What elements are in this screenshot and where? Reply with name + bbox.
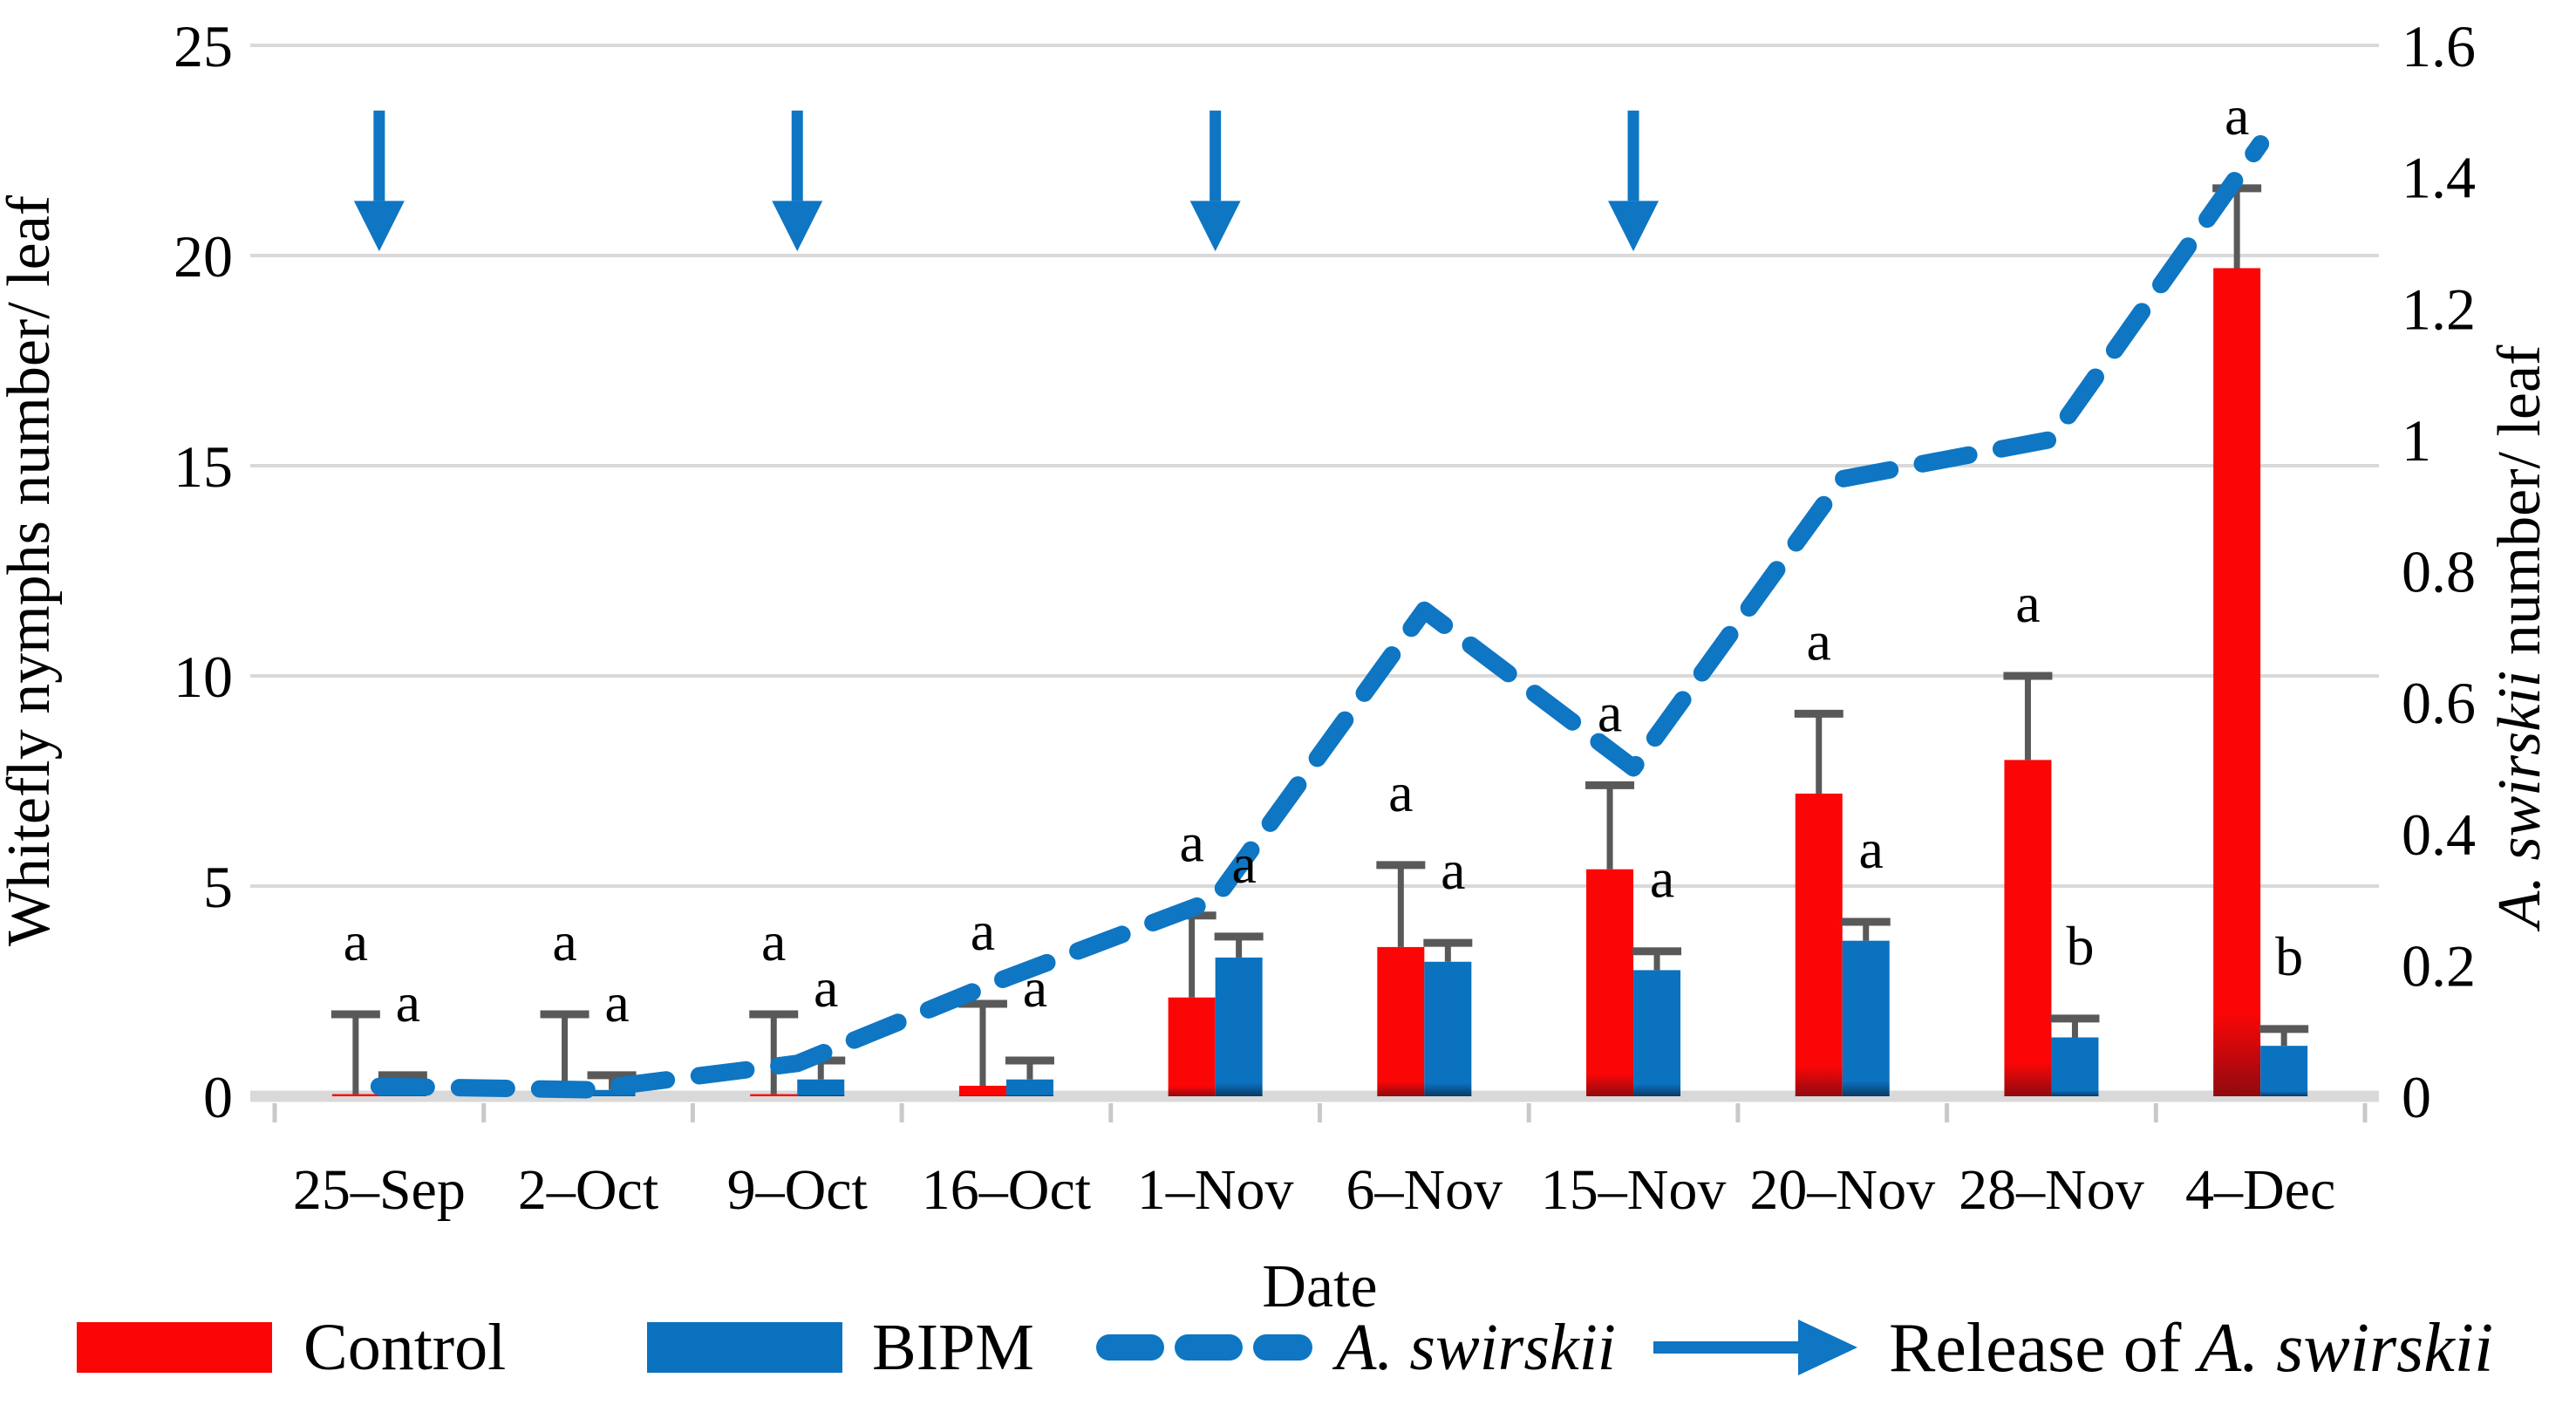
right-axis-title-rest: number/ leaf [2486, 344, 2553, 671]
bar-control-1–Nov [1168, 997, 1216, 1096]
x-category-label-2–Oct: 2–Oct [518, 1158, 658, 1222]
release-arrow-head-9–Oct [772, 201, 823, 252]
letter-bipm-4–Dec: b [2275, 925, 2303, 987]
x-category-label-20–Nov: 20–Nov [1749, 1158, 1935, 1222]
bar-bipm-20–Nov [1842, 940, 1890, 1096]
left-axis-title: Whitefly nymphs number/ leaf [0, 194, 63, 946]
legend-label-release: Release of A. swirskii [1889, 1310, 2493, 1387]
legend-arrow-head [1798, 1320, 1857, 1375]
legend-swatch-control [77, 1322, 272, 1373]
bar-control-9–Oct [750, 1094, 798, 1096]
right-axis-title-species: A. swirskii [2486, 671, 2553, 932]
bar-bipm-6–Nov [1424, 961, 1472, 1096]
left-axis-tick-label-20: 20 [174, 223, 233, 290]
letter-control-16–Oct: a [971, 900, 995, 962]
right-axis-tick-label-0.4: 0.4 [2402, 801, 2476, 868]
right-axis-tick-label-0: 0 [2402, 1064, 2431, 1130]
right-axis-tick-label-1.2: 1.2 [2402, 276, 2476, 342]
x-category-label-6–Nov: 6–Nov [1346, 1158, 1503, 1222]
letter-bipm-2–Oct: a [604, 972, 629, 1033]
left-axis-tick-label-15: 15 [174, 433, 233, 500]
letter-bipm-20–Nov: a [1859, 818, 1884, 880]
bar-control-28–Nov [2004, 760, 2052, 1096]
right-axis-title: A. swirskii number/ leaf [2486, 344, 2553, 931]
x-category-label-9–Oct: 9–Oct [727, 1158, 868, 1222]
release-arrow-head-15–Nov [1608, 201, 1659, 252]
right-axis-tick-label-1: 1 [2402, 407, 2431, 474]
right-axis-tick-label-1.4: 1.4 [2402, 145, 2476, 211]
letter-bipm-6–Nov: a [1441, 839, 1465, 901]
letter-bipm-16–Oct: a [1023, 957, 1047, 1019]
left-axis-tick-label-5: 5 [203, 854, 233, 920]
bar-group-1–Nov [1167, 911, 1264, 1096]
letter-control-15–Nov: a [1598, 681, 1622, 743]
letter-control-9–Oct: a [761, 911, 786, 972]
bar-group-15–Nov [1585, 781, 1682, 1096]
legend-label-control: Control [303, 1311, 506, 1384]
legend: Control BIPM A. swirskii Release of A. swir… [77, 1310, 2493, 1387]
x-category-label-28–Nov: 28–Nov [1959, 1158, 2144, 1222]
bar-group-6–Nov [1376, 861, 1473, 1096]
release-arrow-head-25–Sep [353, 201, 405, 252]
right-axis-tick-label-0.8: 0.8 [2402, 539, 2476, 605]
letter-control-28–Nov: a [2015, 572, 2040, 634]
x-category-label-4–Dec: 4–Dec [2185, 1158, 2335, 1222]
bar-series [331, 184, 2309, 1097]
bar-control-16–Oct [958, 1085, 1006, 1096]
bar-group-4–Dec [2212, 184, 2309, 1097]
letter-control-2–Oct: a [552, 911, 576, 972]
letter-control-1–Nov: a [1179, 812, 1203, 874]
legend-release-prefix: Release of [1889, 1310, 2198, 1387]
legend-label-bipm: BIPM [872, 1311, 1034, 1384]
legend-label-swirskii: A. swirskii [1332, 1311, 1616, 1384]
legend-swatch-bipm [647, 1322, 842, 1373]
letter-control-25–Sep: a [344, 911, 368, 972]
right-axis-tick-label-1.6: 1.6 [2402, 13, 2476, 79]
bar-group-28–Nov [2003, 672, 2100, 1096]
bar-bipm-16–Oct [1005, 1079, 1053, 1096]
left-axis-tick-label-0: 0 [203, 1064, 233, 1130]
bar-bipm-15–Nov [1633, 970, 1681, 1096]
x-category-label-25–Sep: 25–Sep [293, 1158, 466, 1222]
bar-bipm-4–Dec [2260, 1046, 2308, 1096]
bar-control-15–Nov [1586, 869, 1634, 1096]
bar-bipm-28–Nov [2051, 1037, 2099, 1096]
bar-control-6–Nov [1377, 946, 1425, 1096]
letter-bipm-1–Nov: a [1231, 833, 1256, 895]
a-swirskii-dashed-line [370, 134, 2270, 1099]
left-axis-tick-label-25: 25 [174, 13, 233, 79]
release-arrows [353, 110, 1659, 252]
bar-bipm-9–Oct [797, 1079, 845, 1096]
bar-control-25–Sep [331, 1094, 379, 1096]
bar-bipm-2–Oct [588, 1089, 636, 1096]
letter-bipm-9–Oct: a [814, 957, 838, 1019]
letter-bipm-28–Nov: b [2066, 915, 2094, 977]
letter-bipm-25–Sep: a [396, 972, 420, 1033]
bar-group-16–Oct [957, 999, 1054, 1096]
letter-control-6–Nov: a [1388, 761, 1413, 823]
letter-control-20–Nov: a [1807, 610, 1831, 672]
bar-control-20–Nov [1795, 793, 1843, 1096]
right-axis-tick-label-0.2: 0.2 [2402, 932, 2476, 999]
bar-group-20–Nov [1794, 709, 1891, 1096]
bar-control-4–Dec [2213, 268, 2261, 1097]
x-category-label-15–Nov: 15–Nov [1541, 1158, 1727, 1222]
letter-bipm-15–Nov: a [1650, 848, 1674, 910]
left-axis-tick-label-10: 10 [174, 644, 233, 710]
right-axis-tick-label-0.6: 0.6 [2402, 670, 2476, 736]
legend-release-species: A. swirskii [2194, 1310, 2493, 1387]
release-arrow-head-1–Nov [1189, 201, 1241, 252]
letter-control-4–Dec: a [2225, 85, 2249, 147]
x-category-label-1–Nov: 1–Nov [1137, 1158, 1294, 1222]
x-axis-title: Date [1262, 1253, 1377, 1320]
x-category-label-16–Oct: 16–Oct [922, 1158, 1091, 1222]
bar-bipm-1–Nov [1215, 957, 1263, 1096]
